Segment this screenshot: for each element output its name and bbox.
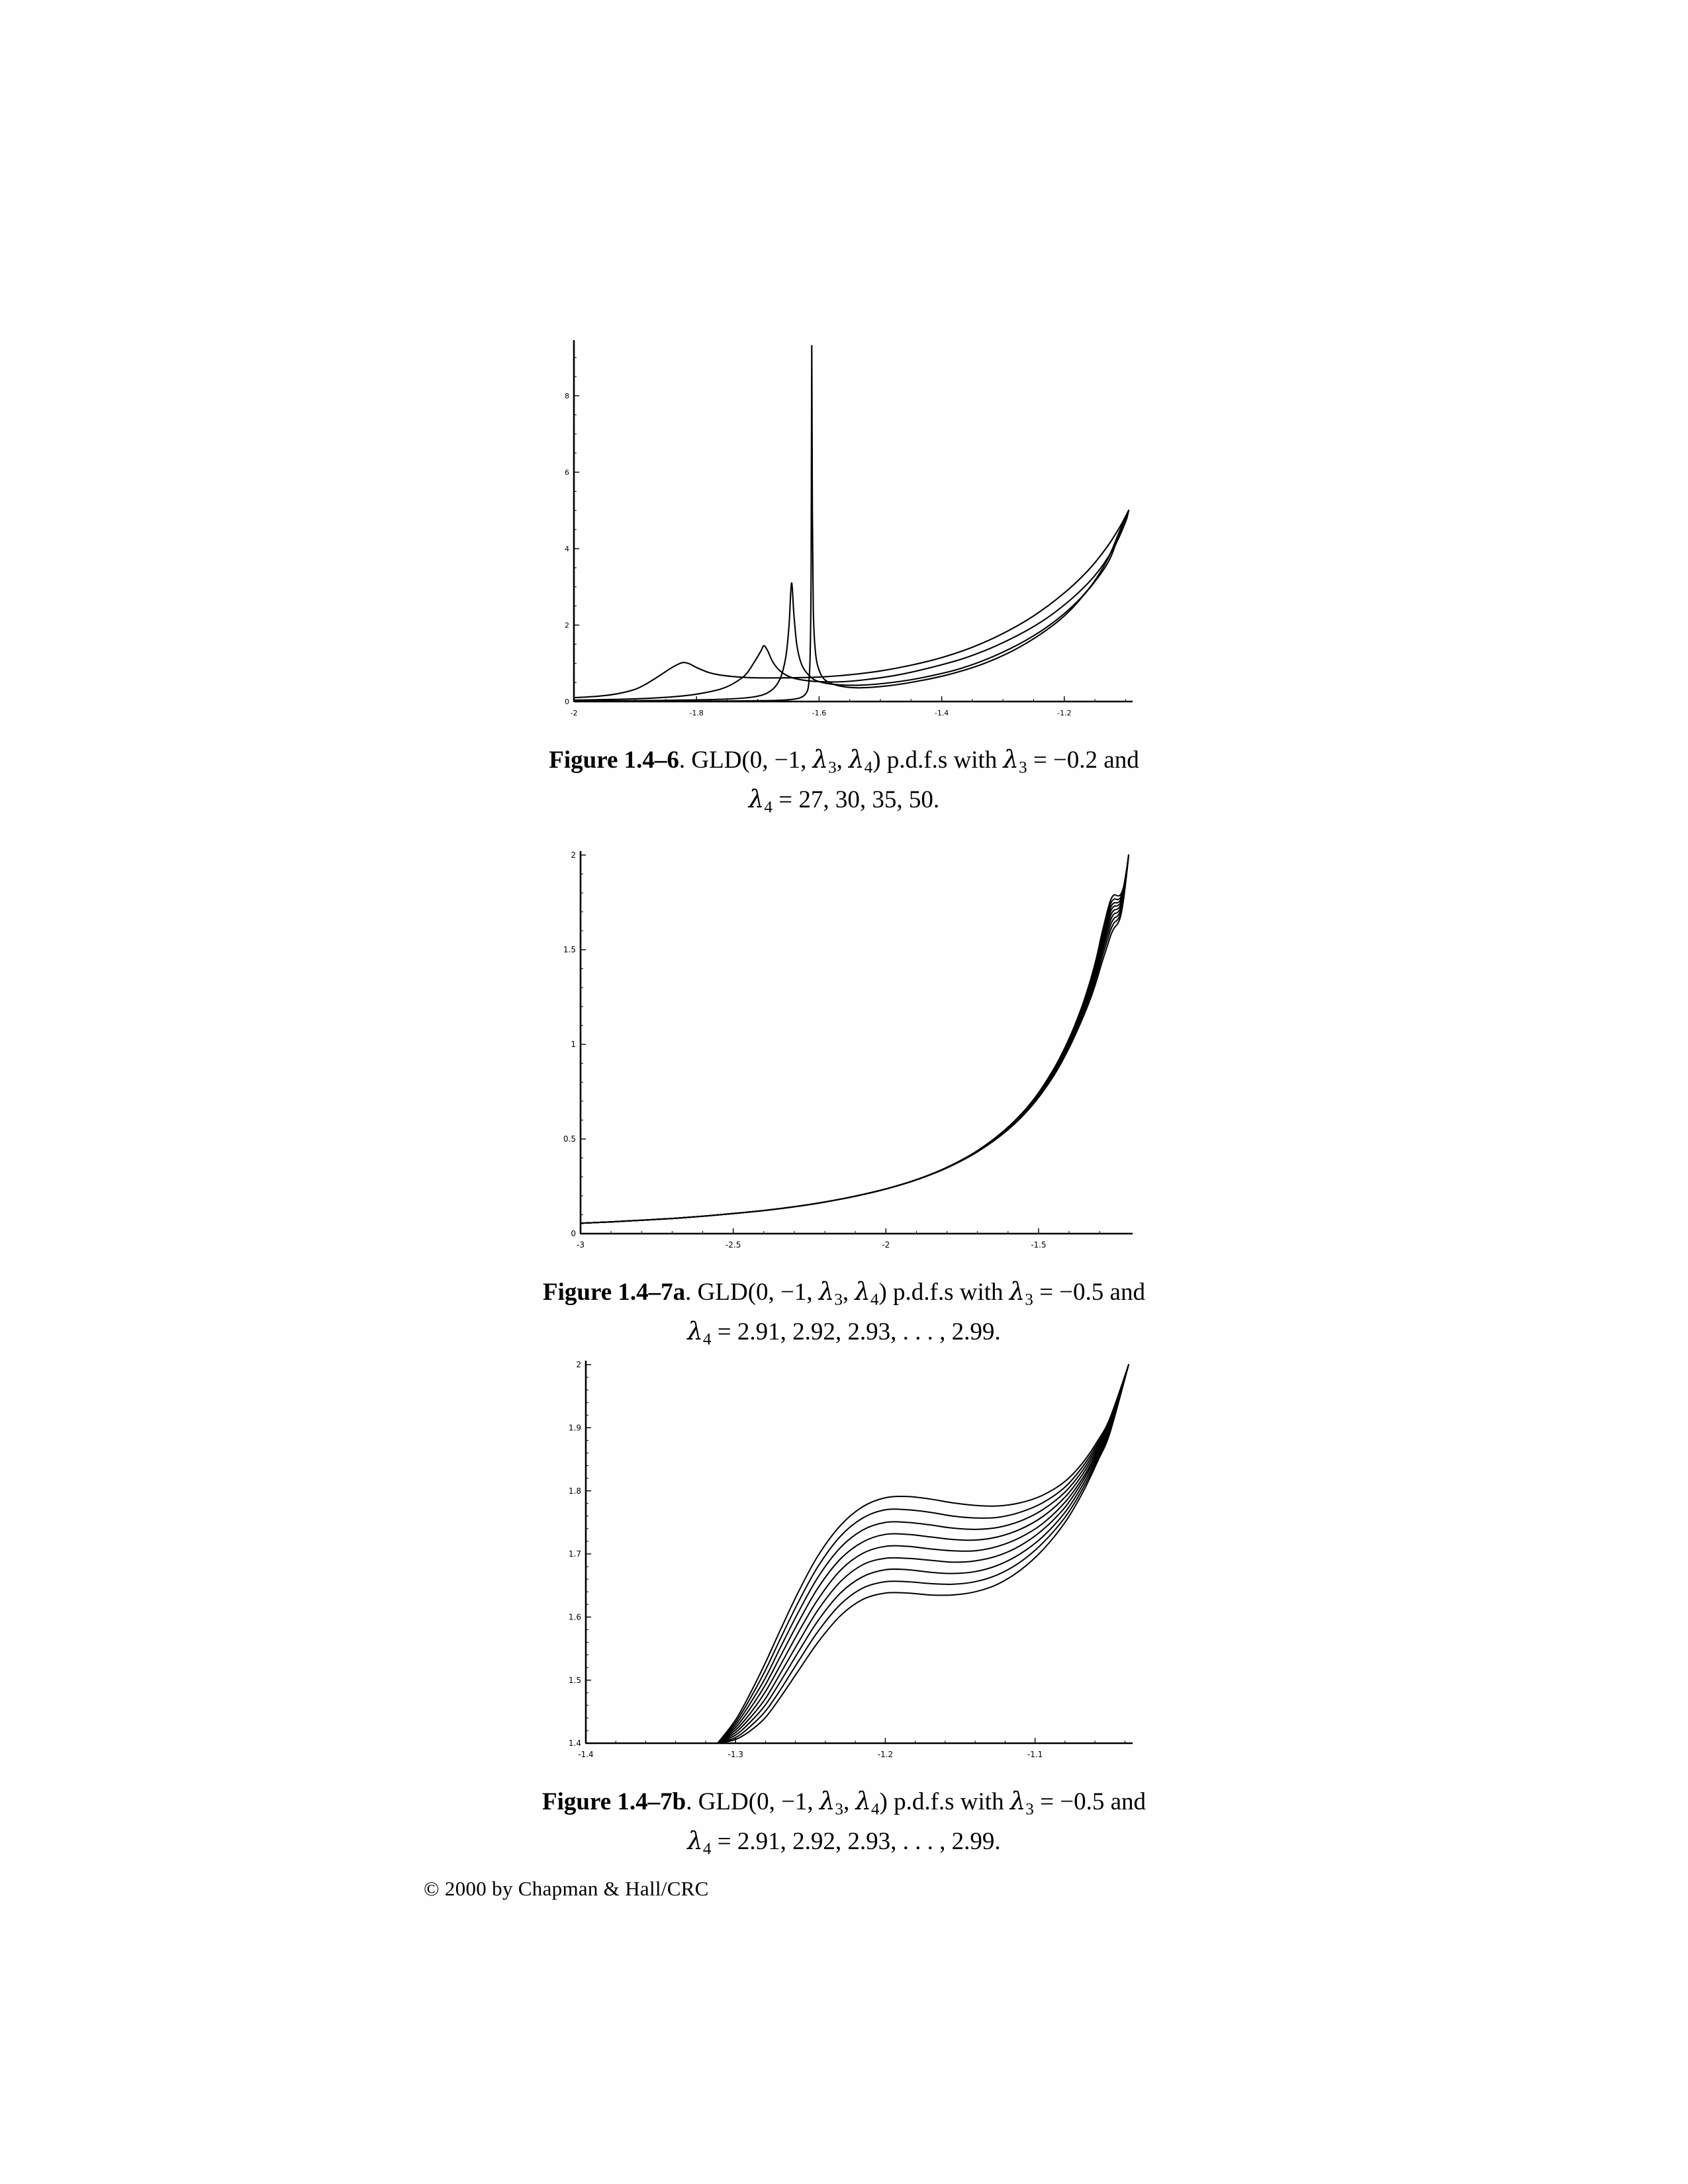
figure-label: Figure 1.4–7b	[541, 1788, 686, 1815]
chart-series-curve	[717, 1364, 1129, 1743]
y-tick-label: 6	[565, 468, 569, 477]
x-tick-label: -2	[571, 709, 578, 717]
plot-1-4-7b: -1.4 -1.3 -1.2 -1.1 1.4 1.5 1.6 1.7 1.8 1.9 2	[553, 1349, 1135, 1772]
chart-series-curve	[574, 510, 1130, 702]
y-tick-label: 1	[571, 1040, 576, 1049]
chart-series-curve	[581, 854, 1129, 1224]
x-tick-label: -1.5	[1031, 1240, 1046, 1250]
x-tick-label: -3	[577, 1240, 585, 1250]
caption-line2: = 2.91, 2.92, 2.93, . . . , 2.99.	[711, 1828, 1001, 1856]
caption-text-pre: . GLD(0, −1,	[686, 1788, 820, 1815]
figure-caption-1-4-7a: Figure 1.4–7a. GLD(0, −1, λ3, λ4) p.d.f.…	[543, 1277, 1145, 1349]
caption-text-mid: ) p.d.f.s with	[872, 747, 1004, 774]
chart-series-curve	[574, 345, 1130, 702]
caption-text-mid: ) p.d.f.s with	[879, 1788, 1010, 1815]
y-tick-label: 1.5	[569, 1676, 581, 1685]
page-footer-copyright: © 2000 by Chapman & Hall/CRC	[424, 1877, 709, 1900]
caption-line2: = 27, 30, 35, 50.	[772, 786, 940, 814]
figure-block-1-4-6: -2 -1.8 -1.6 -1.4 -1.2 0 2 4 6 8 Figure 1.4–6. GL…	[0, 331, 1688, 820]
y-tick-label: 1.8	[569, 1486, 581, 1496]
y-tick-label: 0	[571, 1229, 576, 1238]
chart-series-curve	[581, 854, 1129, 1224]
chart-canvas-1-4-7b: -1.4 -1.3 -1.2 -1.1 1.4 1.5 1.6 1.7 1.8 1.9 2	[569, 1360, 1133, 1759]
y-tick-label: 1.6	[569, 1613, 581, 1622]
plot-1-4-6: -2 -1.8 -1.6 -1.4 -1.2 0 2 4 6 8	[553, 331, 1135, 728]
caption-line2: = 2.91, 2.92, 2.93, . . . , 2.99.	[711, 1318, 1001, 1346]
chart-series-curve	[717, 1364, 1129, 1743]
chart-series-curve	[717, 1364, 1129, 1743]
x-tick-label: -1.6	[812, 709, 826, 717]
figure-caption-1-4-7b: Figure 1.4–7b. GLD(0, −1, λ3, λ4) p.d.f.…	[541, 1787, 1147, 1858]
chart-series-curve	[717, 1364, 1129, 1743]
y-tick-label: 2	[576, 1360, 581, 1369]
chart-series-curve	[717, 1364, 1129, 1743]
y-tick-label: 1.9	[569, 1424, 581, 1433]
caption-text-pre: . GLD(0, −1,	[685, 1279, 819, 1306]
y-tick-label: 8	[565, 392, 569, 400]
chart-series-curve	[717, 1364, 1129, 1743]
x-tick-label: -1.8	[689, 709, 703, 717]
figure-label: Figure 1.4–7a	[543, 1279, 686, 1306]
chart-series-curve	[717, 1364, 1129, 1743]
caption-text-post: = −0.5 and	[1033, 1788, 1147, 1815]
chart-series-curve	[574, 510, 1130, 699]
x-tick-label: -1.2	[1057, 709, 1071, 717]
x-tick-label: -1.4	[578, 1750, 593, 1759]
chart-series-curve	[581, 854, 1129, 1224]
chart-canvas-1-4-6: -2 -1.8 -1.6 -1.4 -1.2 0 2 4 6 8	[565, 340, 1133, 717]
y-tick-label: 0	[565, 698, 569, 706]
x-tick-label: -2.5	[726, 1240, 741, 1250]
figure-label: Figure 1.4–6	[549, 747, 679, 774]
x-tick-label: -2	[882, 1240, 890, 1250]
x-tick-label: -1.3	[727, 1750, 743, 1759]
chart-series-curve	[581, 854, 1129, 1224]
y-tick-label: 1.4	[569, 1739, 581, 1748]
chart-series-curve	[717, 1364, 1129, 1743]
caption-text-post: = −0.2 and	[1027, 747, 1139, 774]
figure-block-1-4-7b: -1.4 -1.3 -1.2 -1.1 1.4 1.5 1.6 1.7 1.8 1.9 2 Figu…	[0, 1349, 1688, 1862]
figure-block-1-4-7a: -3 -2.5 -2 -1.5 0 0.5 1 1.5 2 Figure 1.4–7a. GLD…	[0, 839, 1688, 1352]
caption-text-pre: . GLD(0, −1,	[679, 747, 813, 774]
y-tick-label: 1.5	[563, 945, 576, 954]
chart-series-curve	[574, 510, 1130, 702]
caption-text-mid: ) p.d.f.s with	[878, 1279, 1009, 1306]
chart-canvas-1-4-7a: -3 -2.5 -2 -1.5 0 0.5 1 1.5 2	[563, 850, 1133, 1250]
y-tick-label: 2	[565, 621, 569, 629]
y-tick-label: 2	[571, 850, 576, 860]
y-tick-label: 0.5	[563, 1134, 576, 1144]
plot-1-4-7a: -3 -2.5 -2 -1.5 0 0.5 1 1.5 2	[553, 839, 1135, 1263]
x-tick-label: -1.1	[1027, 1750, 1043, 1759]
caption-text-post: = −0.5 and	[1033, 1279, 1145, 1306]
chart-series-curve	[581, 854, 1129, 1224]
chart-series-curve	[581, 854, 1129, 1224]
x-tick-label: -1.4	[935, 709, 949, 717]
chart-series-curve	[717, 1364, 1129, 1743]
chart-series-curve	[581, 854, 1129, 1224]
chart-series-curve	[581, 854, 1129, 1224]
y-tick-label: 4	[565, 545, 569, 553]
chart-series-curve	[581, 854, 1129, 1224]
figure-caption-1-4-6: Figure 1.4–6. GLD(0, −1, λ3, λ4) p.d.f.s…	[549, 745, 1139, 817]
y-tick-label: 1.7	[569, 1549, 581, 1559]
x-tick-label: -1.2	[878, 1750, 893, 1759]
